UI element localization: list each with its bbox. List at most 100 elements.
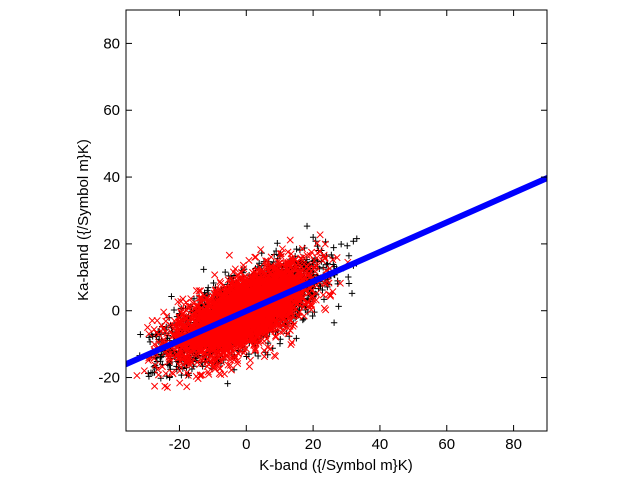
data-point-x — [286, 236, 294, 244]
data-point-x — [184, 302, 192, 310]
data-point-x — [197, 355, 205, 363]
data-point-x — [158, 363, 166, 371]
data-point-plus — [316, 265, 323, 272]
data-point-x — [321, 240, 329, 248]
data-point-plus — [222, 268, 229, 276]
data-point-x — [246, 356, 254, 364]
data-point-x — [260, 353, 268, 361]
data-point-x — [329, 288, 337, 296]
data-point-plus — [350, 238, 357, 245]
data-point-x — [151, 382, 159, 390]
data-point-x — [234, 360, 242, 368]
data-point-x — [289, 322, 297, 330]
data-point-x — [164, 350, 172, 358]
data-point-x — [133, 372, 141, 380]
data-point-plus — [254, 352, 262, 360]
data-point-plus — [164, 361, 172, 368]
data-point-plus — [353, 235, 360, 242]
data-point-x — [238, 268, 246, 276]
data-point-x — [245, 363, 254, 371]
data-point-plus — [274, 240, 281, 247]
data-point-plus — [145, 373, 153, 380]
data-point-plus — [335, 303, 342, 310]
data-point-x — [316, 231, 324, 239]
data-point-x — [169, 321, 177, 329]
data-point-x — [252, 253, 260, 261]
data-point-x — [197, 371, 205, 379]
data-point-x — [227, 275, 235, 283]
data-point-x — [320, 304, 328, 312]
data-point-plus — [303, 222, 311, 230]
data-point-x — [288, 338, 296, 346]
data-point-x — [153, 317, 161, 325]
data-point-plus — [158, 353, 165, 360]
data-point-plus — [348, 290, 356, 297]
data-point-x — [145, 330, 153, 338]
data-point-x — [160, 308, 168, 316]
data-point-x — [200, 292, 208, 300]
data-point-plus — [344, 242, 351, 249]
data-point-plus — [137, 331, 144, 338]
data-point-x — [176, 367, 184, 375]
data-point-plus — [293, 245, 300, 253]
data-point-plus — [309, 234, 317, 241]
data-point-plus — [296, 246, 304, 254]
data-point-plus — [225, 272, 232, 280]
data-point-x — [321, 255, 329, 263]
data-point-plus — [157, 375, 165, 382]
data-point-x — [189, 299, 197, 307]
data-point-x — [252, 346, 260, 354]
data-point-x — [176, 350, 184, 358]
data-point-plus — [309, 312, 316, 320]
data-point-x — [195, 294, 203, 302]
data-point-x — [165, 355, 173, 363]
data-point-x — [287, 341, 295, 349]
data-point-x — [336, 279, 344, 287]
data-point-plus — [323, 261, 330, 269]
data-point-plus — [145, 370, 152, 377]
data-point-x — [163, 383, 171, 391]
data-point-x — [162, 369, 170, 378]
data-point-x — [216, 278, 224, 286]
data-point-x — [150, 325, 158, 334]
data-point-plus — [205, 284, 212, 291]
data-point-plus — [345, 252, 353, 259]
data-point-plus — [330, 319, 338, 326]
data-point-plus — [190, 295, 198, 302]
data-point-plus — [179, 365, 187, 372]
data-point-plus — [304, 308, 312, 316]
data-point-x — [211, 271, 219, 279]
plot-area — [126, 175, 547, 391]
data-point-plus — [210, 279, 217, 287]
data-point-x — [251, 253, 259, 261]
data-point-x — [154, 338, 163, 346]
data-point-x — [184, 371, 192, 379]
data-point-plus — [166, 362, 173, 369]
data-point-x — [284, 330, 292, 338]
data-point-plus — [286, 333, 293, 340]
data-point-x — [257, 246, 265, 254]
data-point-x — [160, 335, 168, 344]
data-point-plus — [319, 286, 326, 294]
data-point-plus — [330, 244, 337, 251]
data-point-x — [204, 368, 212, 376]
data-point-plus — [320, 296, 328, 303]
data-point-x — [183, 383, 191, 391]
data-point-x — [326, 292, 334, 300]
data-point-x — [154, 365, 162, 374]
data-point-x — [325, 279, 333, 287]
data-point-x — [224, 276, 232, 284]
data-point-plus — [224, 380, 231, 387]
data-point-x — [150, 354, 158, 363]
data-point-plus — [345, 280, 353, 287]
data-point-plus — [245, 350, 253, 358]
data-point-plus — [293, 335, 300, 342]
data-point-plus — [170, 306, 178, 314]
data-point-x — [151, 361, 159, 369]
data-point-plus — [145, 334, 153, 341]
data-point-x — [299, 253, 307, 261]
data-point-x — [266, 345, 274, 353]
data-point-x — [193, 358, 201, 366]
data-point-plus — [200, 266, 207, 273]
data-point-x — [179, 295, 187, 303]
